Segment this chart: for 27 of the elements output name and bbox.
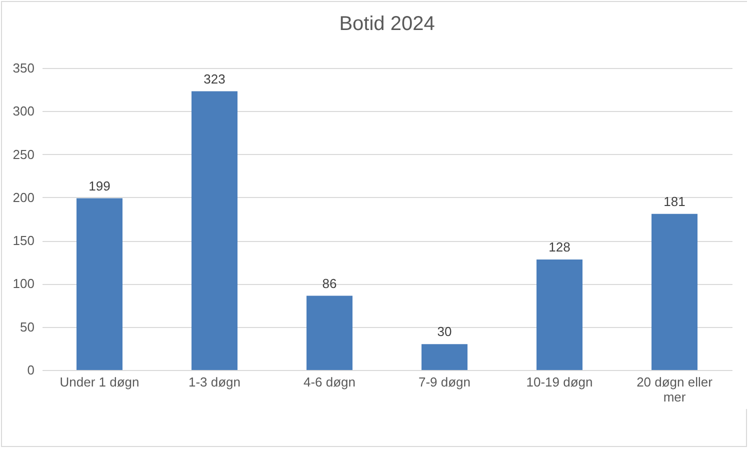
data-label: 181 xyxy=(664,194,686,209)
bar xyxy=(306,296,352,370)
data-label: 199 xyxy=(88,178,110,194)
bar xyxy=(536,260,582,370)
y-tick-label: 150 xyxy=(12,233,34,248)
y-tick-label: 50 xyxy=(20,319,34,334)
x-tick-label: 7-9 døgn xyxy=(418,374,471,390)
bar xyxy=(76,198,122,370)
y-tick-label: 300 xyxy=(12,104,34,119)
data-label: 128 xyxy=(548,240,570,255)
y-tick-label: 350 xyxy=(12,60,34,76)
data-label: 30 xyxy=(437,324,452,340)
bar xyxy=(652,214,698,370)
bar xyxy=(422,344,468,370)
data-label: 86 xyxy=(322,276,337,291)
chart-title: Botid 2024 xyxy=(339,13,435,35)
x-tick-label: 10-19 døgn xyxy=(526,374,593,390)
y-tick-label: 250 xyxy=(12,146,34,162)
y-tick-label: 200 xyxy=(12,190,34,205)
y-tick-label: 100 xyxy=(12,276,34,292)
x-tick-label: 1-3 døgn xyxy=(188,374,241,390)
bar xyxy=(192,91,238,370)
x-tick-label: Under 1 døgn xyxy=(60,374,140,390)
data-label: 323 xyxy=(204,71,226,86)
y-tick-label: 0 xyxy=(27,362,34,378)
x-tick-label: 20 døgn eller mer xyxy=(636,374,714,404)
x-tick-label: 4-6 døgn xyxy=(303,374,356,390)
